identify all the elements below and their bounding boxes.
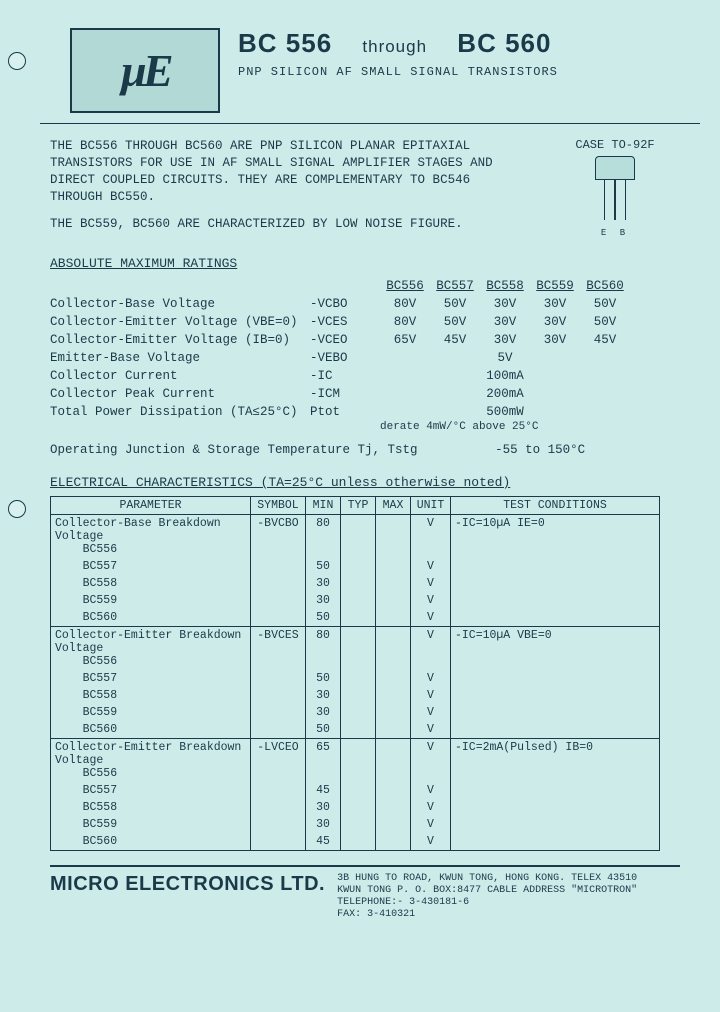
derate-note: derate 4mW/°C above 25°C (380, 421, 680, 433)
company-name: MICRO ELECTRONICS LTD. (50, 873, 325, 921)
ratings-title: ABSOLUTE MAXIMUM RATINGS (50, 256, 680, 271)
table-row: BC56045V (51, 833, 660, 851)
title-left: BC 556 (238, 28, 332, 58)
header-rule (40, 123, 700, 124)
table-row: BC55930V (51, 592, 660, 609)
col-bc557: BC557 (430, 279, 480, 293)
title-through: through (362, 37, 427, 56)
transistor-icon (590, 156, 640, 226)
pin-labels: E B (550, 228, 680, 238)
logo-text: µE (120, 44, 169, 97)
table-row: BC55750V (51, 558, 660, 575)
ratings-row: Emitter-Base Voltage-VEBO5V (50, 351, 680, 365)
company-address: 3B HUNG TO ROAD, KWUN TONG, HONG KONG. T… (337, 873, 637, 921)
table-row: BC55830V (51, 575, 660, 592)
title-main: BC 556 through BC 560 (238, 28, 680, 59)
table-row: BC55750V (51, 670, 660, 687)
table-row: BC55930V (51, 704, 660, 721)
intro-p2: THE BC559, BC560 ARE CHARACTERIZED BY LO… (50, 216, 520, 233)
table-row: BC55930V (51, 816, 660, 833)
table-row: BC56050V (51, 721, 660, 739)
case-block: CASE TO-92F E B (550, 138, 680, 238)
logo-box: µE (70, 28, 220, 113)
table-row: Collector-Emitter Breakdown Voltage BC55… (51, 627, 660, 671)
ratings-row: Collector Peak Current-ICM200mA (50, 387, 680, 401)
header: µE BC 556 through BC 560 PNP SILICON AF … (50, 28, 680, 113)
elec-header-row: PARAMETER SYMBOL MIN TYP MAX UNIT TEST C… (51, 497, 660, 515)
ratings-row: Collector Current-IC100mA (50, 369, 680, 383)
title-block: BC 556 through BC 560 PNP SILICON AF SMA… (238, 28, 680, 79)
operating-temp: Operating Junction & Storage Temperature… (50, 443, 680, 457)
ratings-table: BC556 BC557 BC558 BC559 BC560 Collector-… (50, 279, 680, 457)
table-row: Collector-Emitter Breakdown Voltage BC55… (51, 739, 660, 783)
ratings-row: Total Power Dissipation (TA≤25°C)Ptot500… (50, 405, 680, 419)
elec-table: PARAMETER SYMBOL MIN TYP MAX UNIT TEST C… (50, 496, 660, 851)
col-bc560: BC560 (580, 279, 630, 293)
intro-text: THE BC556 THROUGH BC560 ARE PNP SILICON … (50, 138, 520, 238)
col-bc556: BC556 (380, 279, 430, 293)
punch-hole (8, 500, 26, 518)
intro-p1: THE BC556 THROUGH BC560 ARE PNP SILICON … (50, 138, 520, 206)
ratings-row: Collector-Emitter Voltage (VBE=0)-VCES80… (50, 315, 680, 329)
punch-hole (8, 52, 26, 70)
table-row: BC56050V (51, 609, 660, 627)
subtitle: PNP SILICON AF SMALL SIGNAL TRANSISTORS (238, 65, 680, 79)
title-right: BC 560 (457, 28, 551, 58)
col-bc558: BC558 (480, 279, 530, 293)
ratings-row: Collector-Base Voltage-VCBO80V50V30V30V5… (50, 297, 680, 311)
table-row: BC55745V (51, 782, 660, 799)
intro-row: THE BC556 THROUGH BC560 ARE PNP SILICON … (50, 138, 680, 238)
footer: MICRO ELECTRONICS LTD. 3B HUNG TO ROAD, … (50, 865, 680, 921)
ratings-row: Collector-Emitter Voltage (IB=0)-VCEO65V… (50, 333, 680, 347)
col-bc559: BC559 (530, 279, 580, 293)
case-label: CASE TO-92F (550, 138, 680, 152)
table-row: BC55830V (51, 799, 660, 816)
table-row: Collector-Base Breakdown Voltage BC556-B… (51, 515, 660, 559)
table-row: BC55830V (51, 687, 660, 704)
elec-title: ELECTRICAL CHARACTERISTICS (TA=25°C unle… (50, 475, 680, 490)
ratings-header: BC556 BC557 BC558 BC559 BC560 (50, 279, 680, 293)
